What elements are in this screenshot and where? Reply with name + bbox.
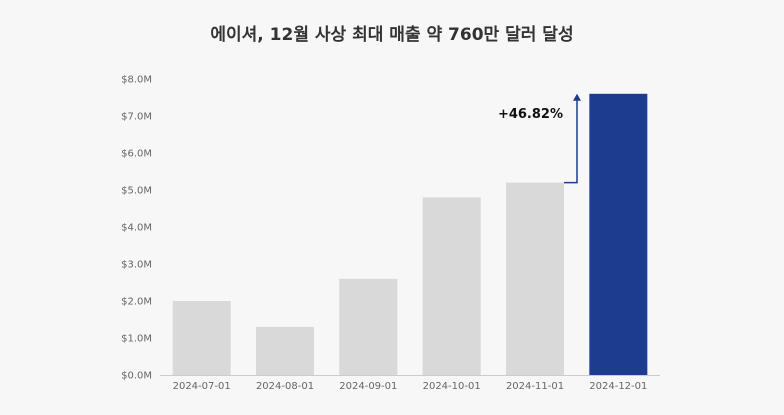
x-tick-label: 2024-10-01 [423, 381, 481, 392]
bar-2024-08-01 [256, 326, 314, 375]
y-tick-label: $0.0M [121, 371, 152, 382]
y-tick-label: $5.0M [121, 186, 152, 197]
change-arrow-line [564, 99, 578, 184]
y-tick-label: $1.0M [121, 334, 152, 345]
bar-2024-09-01 [339, 278, 398, 375]
y-tick-label: $6.0M [121, 149, 152, 160]
y-tick-label: $8.0M [121, 75, 152, 86]
bar-2024-12-01 [589, 93, 648, 376]
bar-2024-10-01 [422, 197, 481, 375]
chart-title: 에이셔, 12월 사상 최대 매출 약 760만 달러 달성 [210, 24, 573, 45]
x-tick-label: 2024-07-01 [173, 381, 231, 392]
y-tick-label: $4.0M [121, 223, 152, 234]
y-axis: $0.0M $1.0M $2.0M $3.0M $4.0M $5.0M $6.0M $7.0M… [121, 75, 152, 382]
bars [172, 93, 648, 376]
y-tick-label: $3.0M [121, 260, 152, 271]
x-axis: 2024-07-01 2024-08-01 2024-09-01 2024-10-01… [160, 375, 660, 392]
y-tick-label: $7.0M [121, 112, 152, 123]
change-annotation: +46.82% [498, 93, 581, 184]
change-arrow-head [573, 93, 581, 101]
y-tick-label: $2.0M [121, 297, 152, 308]
bar-2024-11-01 [506, 182, 564, 375]
x-tick-label: 2024-09-01 [339, 381, 397, 392]
x-tick-label: 2024-08-01 [256, 381, 314, 392]
change-label: +46.82% [498, 107, 563, 122]
x-tick-label: 2024-12-01 [589, 381, 647, 392]
bar-2024-07-01 [172, 301, 231, 375]
x-tick-label: 2024-11-01 [506, 381, 564, 392]
